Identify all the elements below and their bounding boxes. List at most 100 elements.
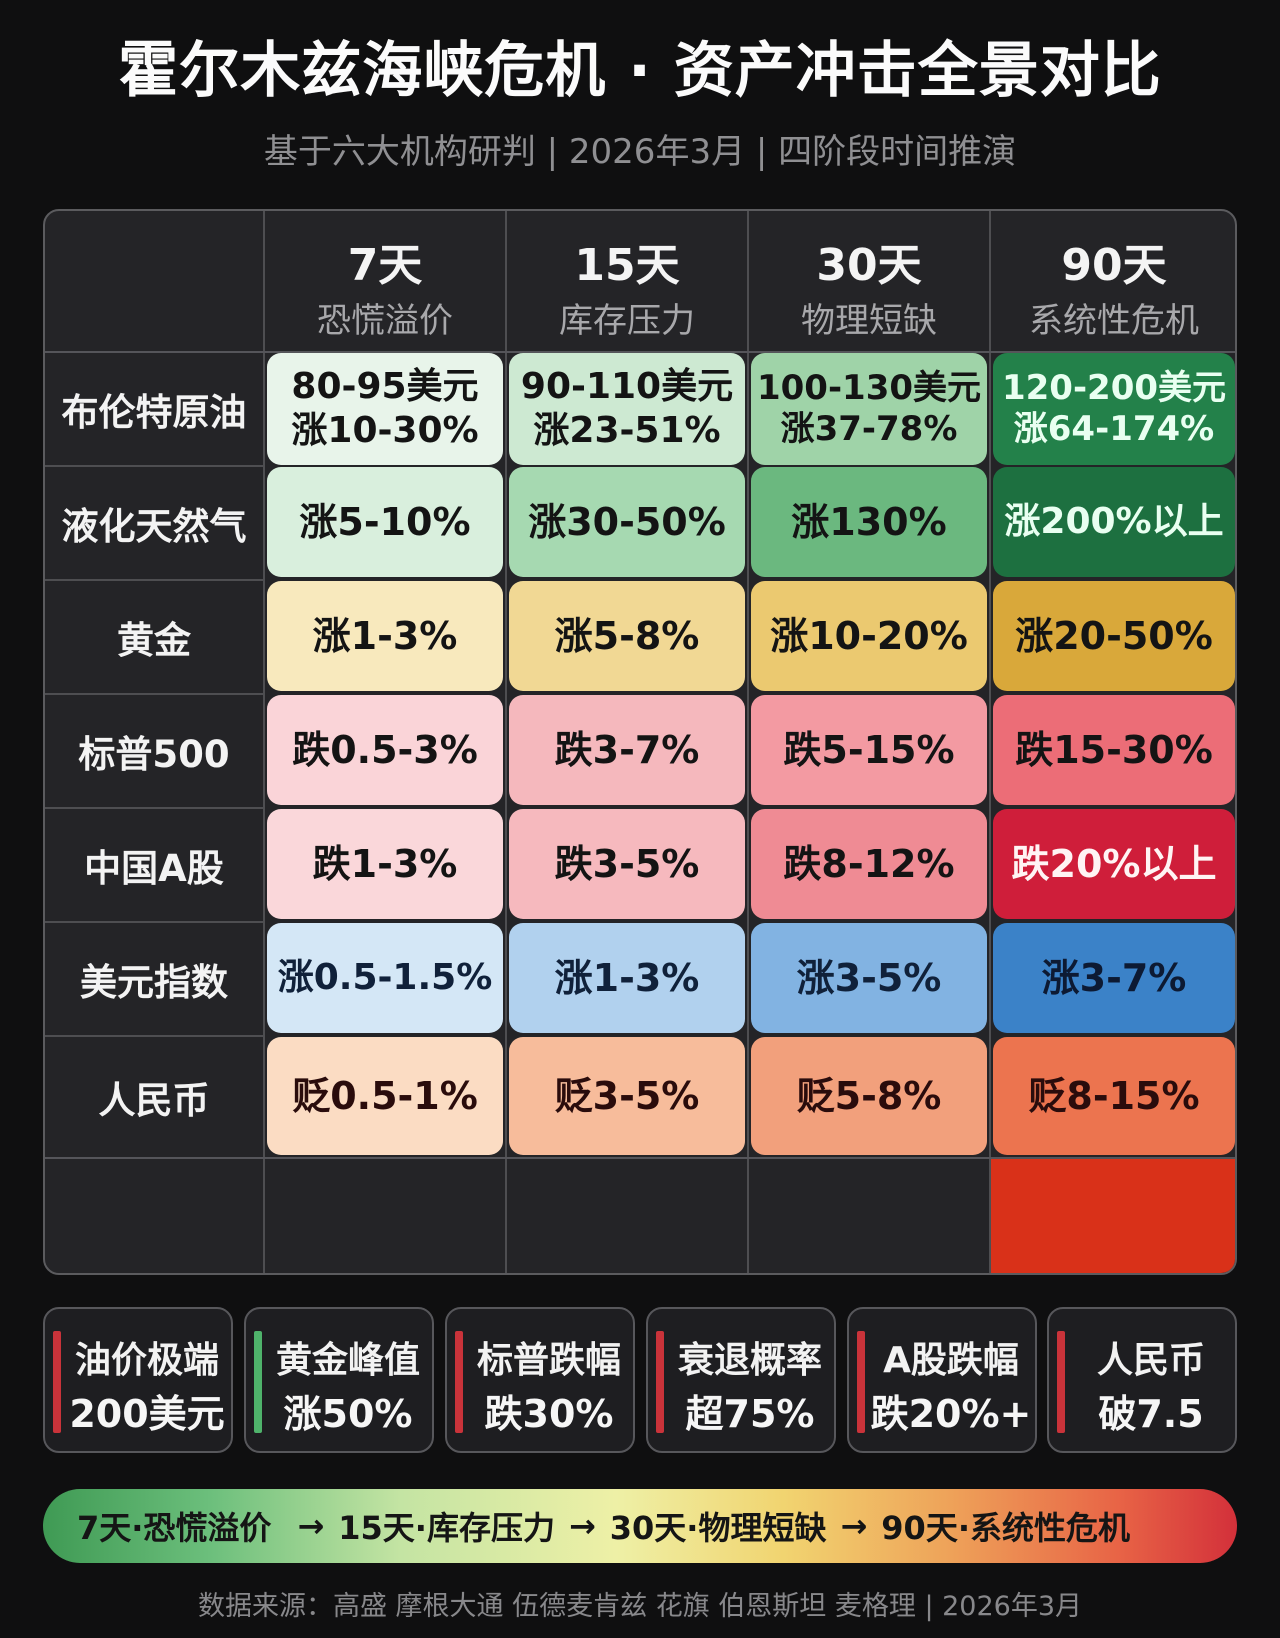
grid-divider xyxy=(505,211,507,1273)
heatmap-cell: 涨30-50% xyxy=(509,467,745,577)
heatmap-cell: 涨5-8% xyxy=(509,581,745,691)
asset-impact-table: 7天 恐慌溢价 15天 库存压力 30天 物理短缺 90天 系统性危机 布伦特原… xyxy=(43,209,1237,1275)
row-header-gold: 黄金 xyxy=(117,619,191,662)
grid-divider xyxy=(45,693,265,695)
column-header-15d: 15天 库存压力 xyxy=(507,211,747,353)
heatmap-cell: 涨1-3% xyxy=(267,581,503,691)
arrow-right-icon: → xyxy=(840,1507,868,1545)
column-days: 90天 xyxy=(1061,240,1167,291)
heatmap-cell: 100-130美元 涨37-78% xyxy=(751,353,987,465)
card-value: 涨50% xyxy=(283,1392,413,1436)
highlight-card-sp500: 标普跌幅 跌30% xyxy=(445,1307,635,1453)
cell-change: 涨10-30% xyxy=(291,410,479,451)
grid-divider xyxy=(45,579,265,581)
grid-divider xyxy=(45,465,265,467)
cell-change: 涨37-78% xyxy=(780,409,958,449)
grid-divider xyxy=(45,807,265,809)
heatmap-cell: 涨1-3% xyxy=(509,923,745,1033)
accent-bar xyxy=(455,1331,463,1433)
column-phase: 恐慌溢价 xyxy=(317,301,453,341)
row-header-rmb: 人民币 xyxy=(98,1079,210,1122)
card-label: 油价极端 xyxy=(74,1340,219,1381)
grid-divider xyxy=(747,211,749,1273)
heatmap-cell: 跌3-7% xyxy=(509,695,745,805)
row-header-lng: 液化天然气 xyxy=(61,505,247,548)
heatmap-cell: 贬5-8% xyxy=(751,1037,987,1155)
heatmap-cell: 贬0.5-1% xyxy=(267,1037,503,1155)
cell-price: 100-130美元 xyxy=(756,367,982,408)
row-header-sp500: 标普500 xyxy=(78,733,230,776)
grid-divider xyxy=(45,351,1235,353)
highlight-card-a-shares: A股跌幅 跌20%+ xyxy=(847,1307,1037,1453)
highlight-card-rmb: 人民币 破7.5 xyxy=(1047,1307,1237,1453)
severity-red-block xyxy=(991,1159,1235,1273)
heatmap-cell: 贬8-15% xyxy=(993,1037,1235,1155)
heatmap-cell: 跌3-5% xyxy=(509,809,745,919)
arrow-right-icon: → xyxy=(297,1507,325,1545)
heatmap-cell: 涨10-20% xyxy=(751,581,987,691)
grid-divider xyxy=(45,921,265,923)
accent-bar xyxy=(254,1331,262,1433)
column-phase: 物理短缺 xyxy=(801,301,937,341)
heatmap-cell: 跌15-30% xyxy=(993,695,1235,805)
column-header-30d: 30天 物理短缺 xyxy=(749,211,989,353)
column-phase: 库存压力 xyxy=(559,301,695,341)
heatmap-cell: 涨3-5% xyxy=(751,923,987,1033)
highlight-card-oil: 油价极端 200美元 xyxy=(43,1307,233,1453)
heatmap-cell: 涨200%以上 xyxy=(993,467,1235,577)
grid-divider xyxy=(263,211,265,1273)
heatmap-cell: 120-200美元 涨64-174% xyxy=(993,353,1235,465)
grid-divider xyxy=(45,1035,265,1037)
grid-divider xyxy=(45,1157,1235,1159)
card-value: 超75% xyxy=(685,1392,815,1436)
accent-bar xyxy=(53,1331,61,1433)
card-label: 衰退概率 xyxy=(677,1340,822,1381)
column-phase: 系统性危机 xyxy=(1029,301,1199,341)
card-label: A股跌幅 xyxy=(883,1340,1019,1381)
heatmap-cell: 涨130% xyxy=(751,467,987,577)
column-days: 30天 xyxy=(816,240,922,291)
page-title: 霍尔木兹海峡危机 · 资产冲击全景对比 xyxy=(118,36,1162,106)
heatmap-cell: 跌8-12% xyxy=(751,809,987,919)
grid-divider xyxy=(989,211,991,1273)
card-value: 跌30% xyxy=(484,1392,614,1436)
heatmap-cell: 90-110美元 涨23-51% xyxy=(509,353,745,465)
heatmap-cell: 跌20%以上 xyxy=(993,809,1235,919)
accent-bar xyxy=(1057,1331,1065,1433)
phase-timeline-bar: 7天·恐慌溢价 → 15天·库存压力 → 30天·物理短缺 → 90天·系统性危… xyxy=(43,1489,1237,1563)
card-value: 破7.5 xyxy=(1098,1392,1204,1436)
heatmap-cell: 涨5-10% xyxy=(267,467,503,577)
row-header-dxy: 美元指数 xyxy=(80,961,228,1004)
heatmap-cell: 涨20-50% xyxy=(993,581,1235,691)
column-days: 7天 xyxy=(347,240,423,291)
card-label: 黄金峰值 xyxy=(275,1340,420,1381)
data-source-footer: 数据来源：高盛 摩根大通 伍德麦肯兹 花旗 伯恩斯坦 麦格理 | 2026年3月 xyxy=(197,1591,1083,1622)
cell-price: 90-110美元 xyxy=(520,366,734,408)
cell-price: 120-200美元 xyxy=(1001,367,1227,408)
highlight-card-gold: 黄金峰值 涨50% xyxy=(244,1307,434,1453)
heatmap-cell: 跌5-15% xyxy=(751,695,987,805)
row-header-a-shares: 中国A股 xyxy=(84,847,224,890)
highlight-cards: 油价极端 200美元 黄金峰值 涨50% 标普跌幅 跌30% 衰退概率 超75%… xyxy=(43,1307,1237,1453)
card-value: 跌20%+ xyxy=(870,1392,1032,1436)
timeline-stage: 90天·系统性危机 xyxy=(881,1509,1130,1547)
page-subtitle: 基于六大机构研判 | 2026年3月 | 四阶段时间推演 xyxy=(263,132,1017,172)
row-header-brent: 布伦特原油 xyxy=(61,391,247,434)
timeline-stage: 7天·恐慌溢价 xyxy=(77,1509,272,1547)
highlight-card-recession: 衰退概率 超75% xyxy=(646,1307,836,1453)
heatmap-cell: 涨0.5-1.5% xyxy=(267,923,503,1033)
card-label: 人民币 xyxy=(1096,1340,1205,1381)
cell-change: 涨23-51% xyxy=(533,410,721,451)
card-label: 标普跌幅 xyxy=(476,1340,621,1381)
arrow-right-icon: → xyxy=(568,1507,596,1545)
accent-bar xyxy=(656,1331,664,1433)
heatmap-cell: 80-95美元 涨10-30% xyxy=(267,353,503,465)
accent-bar xyxy=(857,1331,865,1433)
cell-price: 80-95美元 xyxy=(291,366,479,408)
card-value: 200美元 xyxy=(69,1392,225,1436)
column-header-90d: 90天 系统性危机 xyxy=(991,211,1235,353)
heatmap-cell: 跌1-3% xyxy=(267,809,503,919)
heatmap-cell: 跌0.5-3% xyxy=(267,695,503,805)
timeline-stage: 30天·物理短缺 xyxy=(609,1509,827,1547)
cell-change: 涨64-174% xyxy=(1013,409,1215,449)
